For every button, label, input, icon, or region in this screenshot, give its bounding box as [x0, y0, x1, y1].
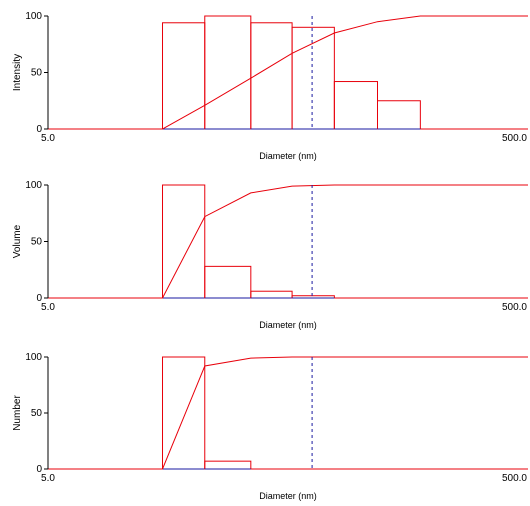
histogram-bar — [333, 81, 378, 130]
x-tick-label: 5.0 — [41, 473, 55, 484]
y-axis-label: Volume — [12, 224, 23, 258]
y-axis-label: Number — [12, 395, 23, 431]
histogram-bar — [204, 460, 252, 470]
x-tick-label: 500.0 — [502, 473, 527, 484]
x-axis-label: Diameter (nm) — [259, 151, 317, 161]
x-tick-label: 5.0 — [41, 302, 55, 313]
histogram-bar — [376, 100, 421, 130]
y-tick-label: 50 — [31, 68, 43, 79]
x-tick-label: 500.0 — [502, 302, 527, 313]
chart-panel-volume: 0 50 100 5.0 500.0 Diameter (nm) Volume — [12, 180, 528, 330]
chart-panel-intensity: 0 50 100 5.0 500.0 Diameter (nm) Intensity — [12, 11, 528, 161]
histogram-bar — [250, 290, 293, 299]
cumulative-line — [48, 184, 528, 299]
histogram-bar — [204, 265, 252, 299]
x-tick-label: 5.0 — [41, 133, 55, 144]
histogram-bar — [250, 22, 293, 130]
histogram-bar — [204, 15, 252, 130]
x-tick-label: 500.0 — [502, 133, 527, 144]
y-tick-label: 0 — [36, 124, 42, 135]
x-axis-label: Diameter (nm) — [259, 320, 317, 330]
y-tick-label: 100 — [25, 11, 42, 22]
cumulative-line — [48, 356, 528, 470]
y-tick-label: 0 — [36, 464, 42, 475]
cumulative-line — [48, 15, 528, 130]
y-tick-label: 100 — [25, 352, 42, 363]
y-tick-label: 100 — [25, 180, 42, 191]
histogram-bar — [162, 184, 206, 299]
x-axis-label: Diameter (nm) — [259, 491, 317, 501]
histogram-bar — [291, 26, 335, 130]
histogram-bar — [162, 356, 206, 470]
y-tick-label: 0 — [36, 293, 42, 304]
chart-panel-number: 0 50 100 5.0 500.0 Diameter (nm) Number — [12, 352, 528, 501]
y-axis-label: Intensity — [12, 54, 23, 91]
histogram-bar — [162, 22, 206, 130]
y-tick-label: 50 — [31, 237, 43, 248]
y-tick-label: 50 — [31, 408, 43, 419]
